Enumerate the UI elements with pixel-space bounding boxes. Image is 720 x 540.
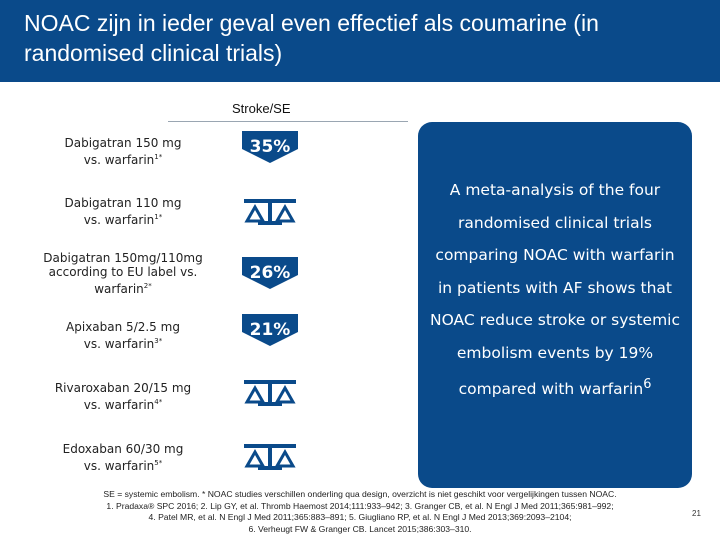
row-ref: 2* [143,282,152,290]
footnote-line: SE = systemic embolism. * NOAC studies v… [103,489,617,499]
meta-analysis-body: A meta-analysis of the four randomised c… [429,181,681,399]
row-comparison: vs. warfarin [83,337,155,351]
column-header: Stroke/SE [232,101,291,116]
row-ref: 1* [154,213,163,221]
row-drug: Edoxaban 60/30 mg [62,442,184,456]
row-label-apixaban: Apixaban 5/2.5 mg vs. warfarin3* [28,320,218,351]
reduction-arrow: 21% [242,314,298,346]
row-label-rivaroxaban: Rivaroxaban 20/15 mg vs. warfarin4* [28,381,218,412]
page-number: 21 [692,509,701,518]
meta-analysis-panel: A meta-analysis of the four randomised c… [418,122,692,488]
row-label-dabigatran-110: Dabigatran 110 mg vs. warfarin1* [28,196,218,227]
row-drug: Rivaroxaban 20/15 mg [54,381,192,395]
footnote-line: 1. Pradaxa® SPC 2016; 2. Lip GY, et al. … [106,500,614,511]
balance-scale-icon [244,380,296,406]
row-comparison: vs. warfarin [83,213,155,227]
row-comparison: warfarin [94,282,144,296]
reduction-value: 26% [249,263,291,283]
row-comparison: vs. warfarin [83,459,155,473]
footnote-line: 4. Patel MR, et al. N Engl J Med 2011;36… [148,512,572,522]
reduction-arrow: 26% [242,257,298,289]
meta-analysis-ref: 6 [643,377,652,392]
row-label-dabigatran-150: Dabigatran 150 mg vs. warfarin1* [28,136,218,167]
row-ref: 5* [154,459,163,467]
row-drug: Dabigatran 150mg/110mg [43,251,203,265]
footnote: SE = systemic embolism. * NOAC studies v… [58,489,662,535]
row-label-edoxaban: Edoxaban 60/30 mg vs. warfarin5* [28,442,218,473]
reduction-value: 21% [249,320,291,340]
row-label-dabigatran-eu-label: Dabigatran 150mg/110mg according to EU l… [28,251,218,296]
footnote-line: 6. Verheugt FW & Granger CB. Lancet 2015… [248,523,472,534]
row-ref: 3* [154,337,163,345]
row-comparison: vs. warfarin [83,398,155,412]
column-header-divider [168,121,408,122]
row-comparison: vs. warfarin [83,153,155,167]
reduction-value: 35% [249,137,291,157]
row-drug: Dabigatran 150 mg [64,136,182,150]
down-arrow-icon [242,257,298,289]
balance-scale-icon [244,199,296,225]
reduction-arrow: 35% [242,131,298,163]
row-drug: Dabigatran 110 mg [64,196,182,210]
row-drug-line2: according to EU label vs. [48,265,198,279]
slide-header: NOAC zijn in ieder geval even effectief … [0,0,720,82]
down-arrow-icon [242,314,298,346]
row-ref: 4* [154,398,163,406]
slide-title: NOAC zijn in ieder geval even effectief … [24,10,599,66]
balance-scale-icon [244,444,296,470]
down-arrow-icon [242,131,298,163]
meta-analysis-text: A meta-analysis of the four randomised c… [428,174,682,406]
row-drug: Apixaban 5/2.5 mg [66,320,180,334]
row-ref: 1* [154,153,163,161]
